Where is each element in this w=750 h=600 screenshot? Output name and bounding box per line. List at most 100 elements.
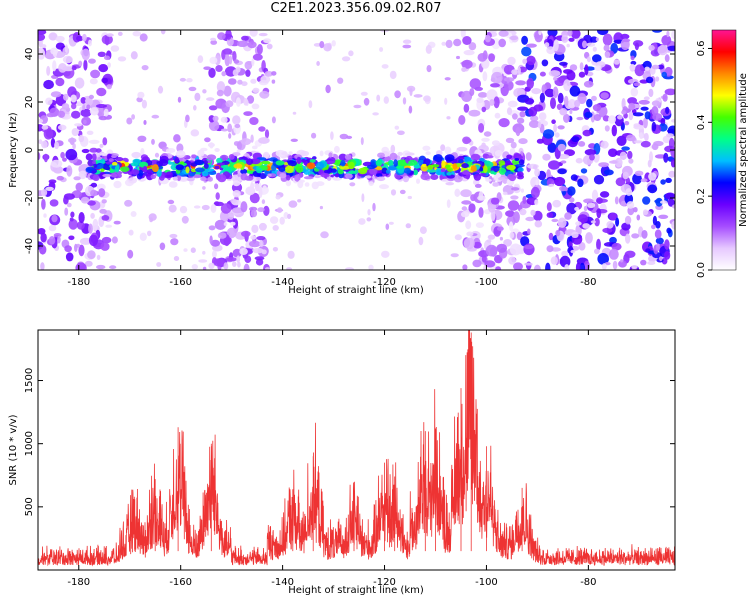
heatmap-cell <box>368 181 374 187</box>
heatmap-cell <box>103 108 109 117</box>
heatmap-cell <box>421 163 427 167</box>
spectrogram-y-label: Frequency (Hz) <box>8 112 19 188</box>
heatmap-cell <box>609 248 619 260</box>
heatmap-cell <box>325 160 335 164</box>
heatmap-cell <box>210 40 218 45</box>
heatmap-cell <box>120 166 130 172</box>
heatmap-cell <box>648 44 655 51</box>
heatmap-cell <box>578 71 586 78</box>
heatmap-cell <box>84 260 93 267</box>
heatmap-cell <box>385 169 391 174</box>
spectrogram-x-label: Height of straight line (km) <box>288 285 424 296</box>
heatmap-cell <box>212 115 219 122</box>
heatmap-cell <box>469 78 481 90</box>
heatmap-cell <box>590 220 596 224</box>
heatmap-cell <box>631 265 638 269</box>
heatmap-cell <box>385 223 390 230</box>
heatmap-cell <box>557 125 565 130</box>
heatmap-cell <box>477 92 488 98</box>
heatmap-cell <box>644 66 650 71</box>
heatmap-cell <box>671 118 675 123</box>
heatmap-cell <box>645 76 654 84</box>
snr-y-tick-label: 1500 <box>24 368 35 393</box>
heatmap-cell <box>217 174 227 183</box>
heatmap-cell <box>478 207 484 218</box>
heatmap-cell <box>570 174 578 181</box>
heatmap-cell <box>593 174 605 185</box>
heatmap-cell <box>515 126 521 137</box>
heatmap-cell <box>575 157 583 164</box>
heatmap-cell <box>506 107 513 115</box>
heatmap-cell <box>651 224 656 230</box>
heatmap-cell <box>556 103 563 111</box>
heatmap-cell <box>203 163 209 169</box>
heatmap-cell <box>518 138 528 145</box>
heatmap-cell <box>49 199 59 207</box>
heatmap-cell <box>55 42 65 50</box>
heatmap-cell <box>614 196 619 205</box>
heatmap-cell <box>104 35 110 46</box>
heatmap-cell <box>284 165 294 174</box>
heatmap-cell <box>390 144 396 154</box>
heatmap-cell <box>258 222 267 231</box>
heatmap-cell <box>538 30 542 36</box>
heatmap-cell <box>468 203 476 213</box>
heatmap-cell <box>532 164 538 170</box>
heatmap-cell <box>43 128 54 140</box>
heatmap-cell <box>142 165 148 172</box>
heatmap-cell <box>80 97 87 104</box>
heatmap-cell <box>50 138 56 148</box>
heatmap-cell <box>78 60 83 67</box>
heatmap-cell <box>287 250 295 259</box>
heatmap-cell <box>633 123 641 128</box>
heatmap-cell <box>165 148 176 153</box>
heatmap-cell <box>388 159 394 166</box>
snr-x-tick-label: -180 <box>67 577 90 588</box>
heatmap-cell <box>316 61 320 66</box>
heatmap-cell <box>524 262 533 266</box>
heatmap-cell <box>151 138 155 145</box>
heatmap-cell <box>208 225 216 231</box>
heatmap-cell <box>353 104 362 109</box>
heatmap-cell <box>232 207 244 214</box>
heatmap-cell <box>564 212 572 220</box>
heatmap-cell <box>256 167 263 174</box>
heatmap-cell <box>95 104 108 108</box>
heatmap-cell <box>517 67 521 75</box>
heatmap-cell <box>633 82 641 87</box>
heatmap-cell <box>613 59 620 65</box>
heatmap-cell <box>530 115 539 122</box>
heatmap-cell <box>447 167 453 172</box>
heatmap-cell <box>111 236 118 244</box>
heatmap-cell <box>498 30 509 37</box>
heatmap-cell <box>460 211 470 218</box>
heatmap-cell <box>659 256 663 262</box>
heatmap-cell <box>611 124 617 137</box>
heatmap-cell <box>441 41 447 46</box>
heatmap-cell <box>334 145 340 153</box>
heatmap-cell <box>490 209 496 222</box>
heatmap-cell <box>72 143 76 150</box>
heatmap-cell <box>628 111 634 121</box>
heatmap-cell <box>466 231 474 237</box>
heatmap-cell <box>223 262 229 270</box>
heatmap-cell <box>571 231 579 238</box>
heatmap-cell <box>301 158 306 163</box>
heatmap-cell <box>667 198 675 207</box>
heatmap-cell <box>41 198 46 210</box>
heatmap-cell <box>328 152 333 158</box>
heatmap-cell <box>238 156 248 161</box>
heatmap-cell <box>602 227 613 234</box>
colorbar-tick-label: 0.0 <box>696 262 707 278</box>
heatmap-cell <box>195 167 205 173</box>
heatmap-cell <box>655 237 664 245</box>
heatmap-cell <box>470 165 477 172</box>
colorbar-label: Normalized spectral amplitude <box>738 73 749 227</box>
heatmap-cell <box>375 173 383 178</box>
heatmap-cell <box>74 243 78 252</box>
heatmap-cell <box>453 38 462 47</box>
heatmap-cell <box>96 264 106 270</box>
heatmap-cell <box>58 63 67 73</box>
heatmap-cell <box>209 142 214 149</box>
heatmap-cell <box>225 257 237 262</box>
